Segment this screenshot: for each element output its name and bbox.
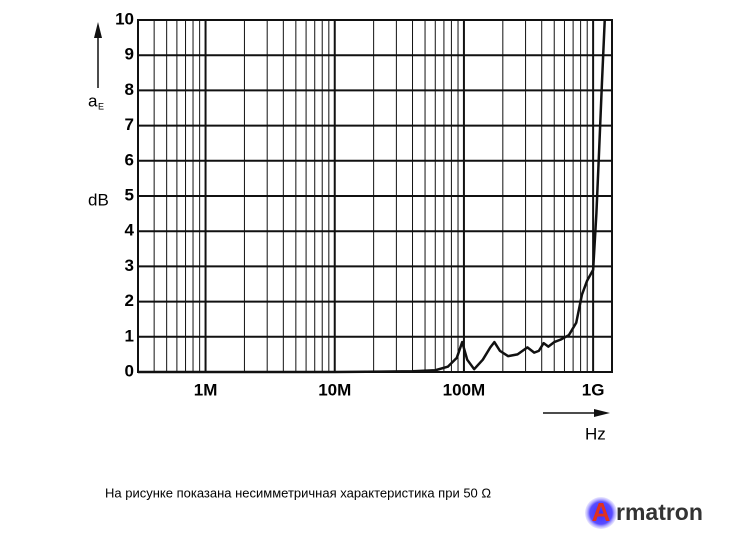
x-tick-label: 100M xyxy=(443,380,486,399)
y-tick-label: 4 xyxy=(125,221,135,240)
x-tick-label: 10M xyxy=(318,380,351,399)
y-tick-label: 10 xyxy=(115,9,134,28)
logo-icon xyxy=(585,497,617,529)
y-tick-label: 6 xyxy=(125,150,134,169)
x-arrow-head xyxy=(594,409,610,417)
logo-text: rmatron xyxy=(616,499,703,525)
x-tick-label: 1G xyxy=(582,380,605,399)
y-tick-label: 9 xyxy=(125,45,134,64)
caption: На рисунке показана несимметричная харак… xyxy=(105,485,491,500)
x-unit: Hz xyxy=(585,424,606,443)
y-tick-label: 3 xyxy=(125,256,134,275)
y-unit: dB xyxy=(88,190,109,209)
y-tick-label: 0 xyxy=(125,361,134,380)
y-arrow-head xyxy=(94,22,102,38)
data-line xyxy=(138,19,606,374)
y-tick-label: 7 xyxy=(125,115,134,134)
grid xyxy=(138,19,612,373)
y-tick-label: 8 xyxy=(125,80,134,99)
y-tick-label: 1 xyxy=(125,326,134,345)
logo-letter: A xyxy=(592,497,611,527)
y-tick-label: 2 xyxy=(125,291,134,310)
y-tick-label: 5 xyxy=(125,185,134,204)
y-label: a xyxy=(88,91,98,110)
x-tick-label: 1M xyxy=(194,380,218,399)
plot xyxy=(138,19,606,374)
y-label-sub: E xyxy=(98,101,104,111)
